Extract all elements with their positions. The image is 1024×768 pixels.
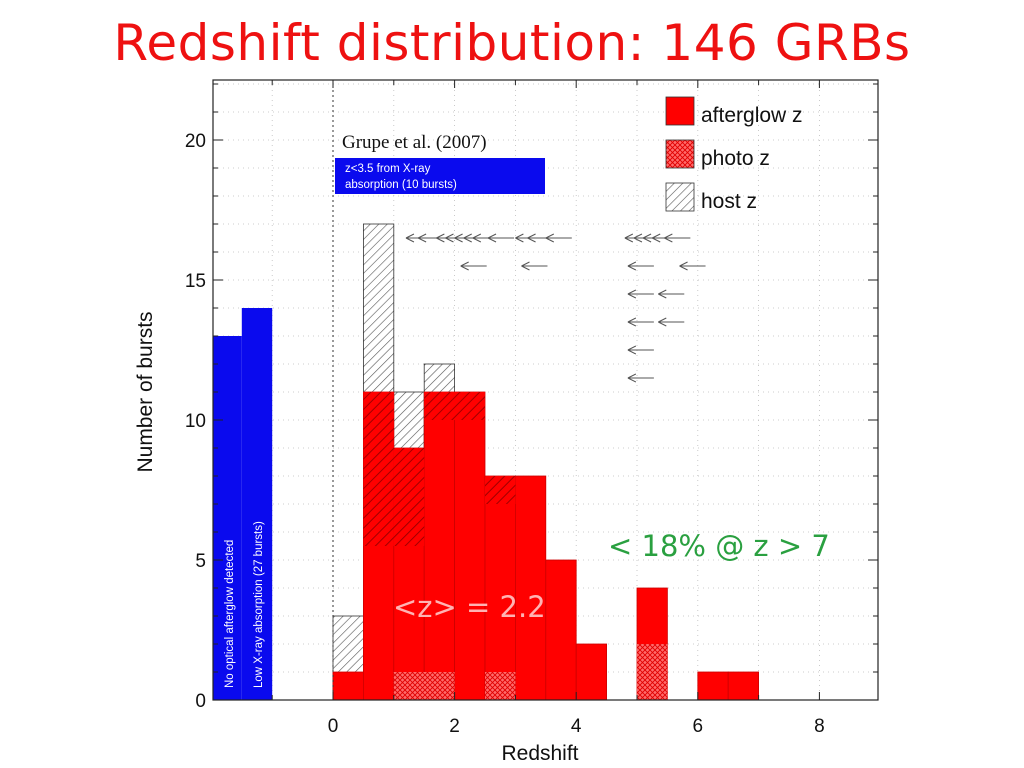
- bar-hatch-region: [363, 392, 394, 546]
- upper-limit-arrow: [460, 261, 487, 271]
- bar-afterglow-z: [515, 475, 547, 701]
- upper-limit-arrow: [627, 373, 654, 383]
- upper-limit-arrow: [627, 289, 654, 299]
- upper-limit-arrow: [545, 233, 572, 243]
- upper-limit-arrow: [627, 261, 654, 271]
- x-tick-label: 0: [328, 716, 339, 737]
- bar-afterglow-z: [575, 643, 608, 701]
- xray-absorption-box: [335, 158, 545, 194]
- reference-label: Grupe et al. (2007): [342, 132, 487, 153]
- no-afterglow-label-line1: No optical afterglow detected: [224, 540, 236, 688]
- bar-no-afterglow: [241, 308, 273, 700]
- bar-no-afterglow: [213, 336, 242, 700]
- bar-afterglow-z: [423, 391, 456, 701]
- upper-limit-arrow: [658, 289, 685, 299]
- x-tick-label: 4: [571, 716, 582, 737]
- upper-limit-arrow: [627, 345, 654, 355]
- y-tick-label: 15: [185, 271, 206, 292]
- legend-label-afterglow: afterglow z: [701, 104, 803, 127]
- bar-hatch-region: [393, 448, 425, 546]
- xray-box-line1: z<3.5 from X-ray: [345, 163, 431, 175]
- bar-afterglow-z: [697, 671, 729, 701]
- upper-limit-arrow: [679, 261, 706, 271]
- bar-photo-z: [485, 672, 516, 700]
- upper-limit-arrow: [521, 261, 548, 271]
- legend-swatch-photo: [665, 139, 695, 169]
- mean-redshift-label: <z> = 2.2: [393, 590, 546, 624]
- x-tick-label: 6: [693, 716, 704, 737]
- upper-limit-arrow: [664, 233, 691, 243]
- legend-swatch-host: [665, 182, 695, 212]
- x-tick-label: 2: [449, 716, 460, 737]
- bar-afterglow-z: [484, 475, 516, 701]
- bar-hatch-region: [424, 392, 485, 420]
- bar-photo-z: [637, 644, 668, 700]
- y-tick-label: 10: [185, 411, 206, 432]
- no-afterglow-label-line2: Low X-ray absorption (27 bursts): [253, 521, 265, 688]
- y-tick-label: 5: [195, 551, 206, 572]
- legend: afterglow z photo z host z: [665, 96, 803, 213]
- bar-hatch-region: [485, 476, 516, 504]
- slide-title: Redshift distribution: 146 GRBs: [113, 14, 911, 72]
- upper-limit-arrow: [487, 233, 515, 243]
- bar-afterglow-z: [545, 559, 577, 701]
- bar-photo-z: [393, 672, 455, 700]
- high-z-fraction-label: < 18% @ z > 7: [608, 529, 830, 563]
- bar-afterglow-z: [454, 391, 486, 701]
- x-tick-label: 8: [814, 716, 825, 737]
- y-tick-label: 0: [195, 691, 206, 712]
- bar-afterglow-z: [332, 671, 364, 701]
- x-axis-title: Redshift: [501, 742, 578, 765]
- upper-limit-arrow: [658, 317, 685, 327]
- y-axis-title: Number of bursts: [134, 311, 157, 472]
- bar-afterglow-z: [727, 671, 760, 701]
- legend-swatch-afterglow: [665, 96, 695, 126]
- xray-box-line2: absorption (10 bursts): [345, 179, 457, 191]
- upper-limit-arrow: [627, 317, 654, 327]
- legend-label-photo: photo z: [701, 147, 770, 170]
- legend-label-host: host z: [701, 190, 757, 213]
- y-tick-label: 20: [185, 131, 206, 152]
- plot-frame: [212, 79, 879, 701]
